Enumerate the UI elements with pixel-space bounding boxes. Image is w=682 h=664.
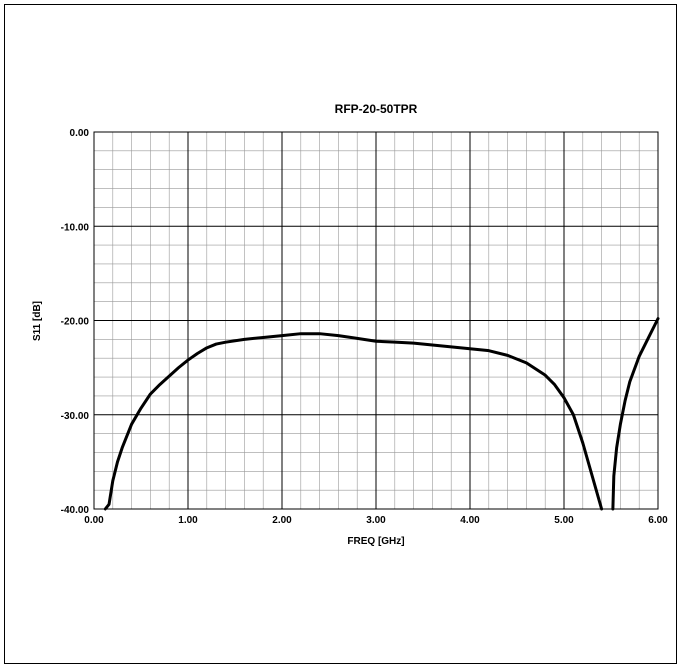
x-tick-label: 5.00 [554,515,574,526]
x-tick-label: 1.00 [178,515,198,526]
y-tick-label: -20.00 [61,317,90,328]
x-tick-label: 3.00 [366,515,386,526]
x-tick-label: 2.00 [272,515,292,526]
y-tick-label: -40.00 [61,505,90,516]
chart-title: RFP-20-50TPR [335,102,418,116]
series-layer [103,317,660,511]
y-tick-label: -30.00 [61,411,90,422]
y-tick-label: 0.00 [70,128,90,139]
y-tick-label: -10.00 [61,222,90,233]
y-axis-label: S11 [dB] [32,301,43,341]
x-tick-label: 4.00 [460,515,480,526]
s11-curve-segment [103,332,604,511]
x-axis-label: FREQ [GHz] [347,536,404,547]
x-tick-label: 0.00 [84,515,104,526]
y-tick-labels: 0.00 -10.00 -20.00 -30.00 -40.00 [61,128,90,516]
x-tick-labels: 0.00 1.00 2.00 3.00 4.00 5.00 6.00 [84,515,668,526]
s11-curve-segment [611,317,660,511]
x-tick-label: 6.00 [648,515,668,526]
